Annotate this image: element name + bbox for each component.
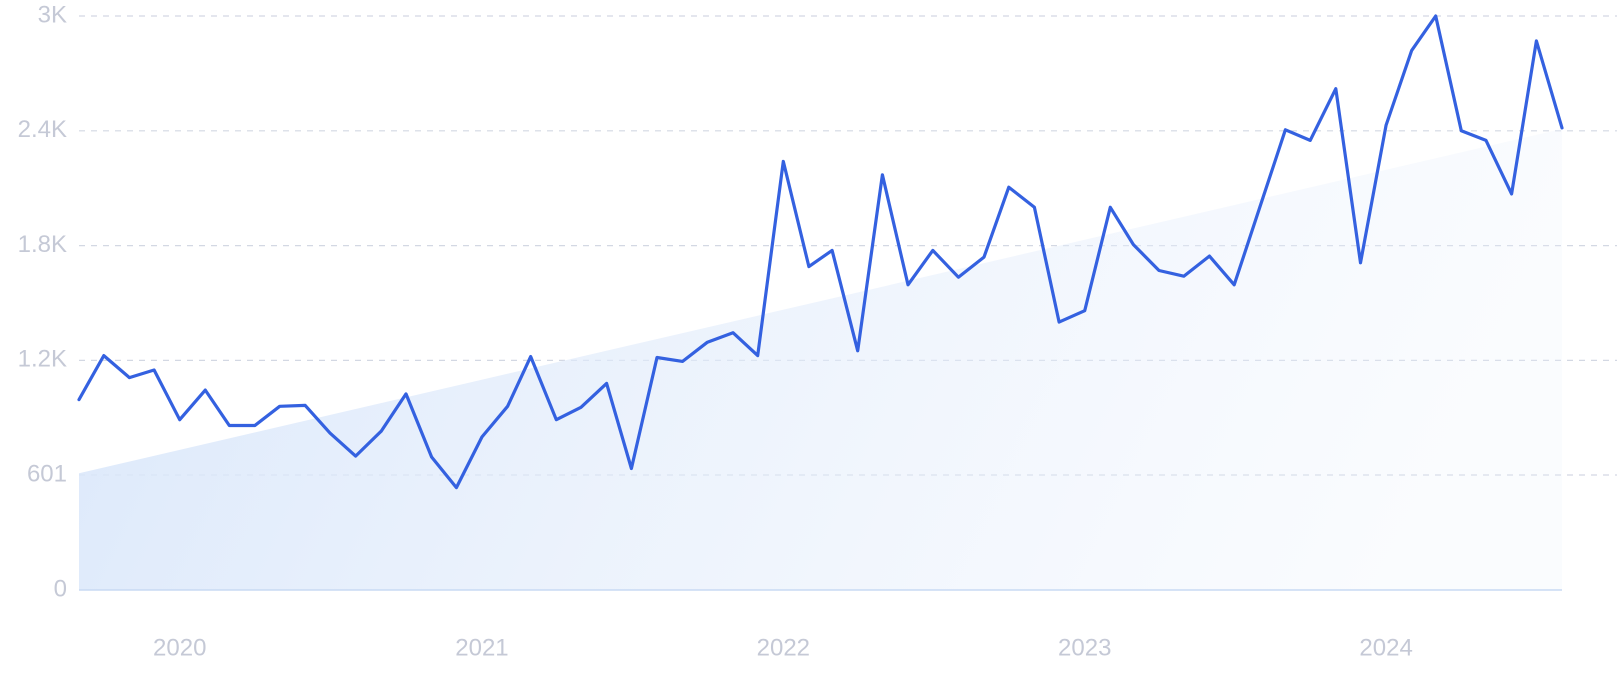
data-points	[77, 14, 1564, 489]
series-layer	[77, 14, 1564, 490]
data-point	[328, 431, 332, 435]
data-point	[404, 392, 408, 396]
data-point	[152, 368, 156, 372]
data-point	[102, 354, 105, 357]
data-point	[1182, 275, 1186, 278]
data-point	[1284, 128, 1287, 132]
data-point	[1057, 320, 1061, 324]
data-point	[881, 173, 884, 177]
data-point	[1033, 206, 1036, 209]
data-point	[731, 331, 735, 334]
data-point	[1007, 186, 1010, 189]
data-point	[1484, 139, 1488, 142]
data-point	[906, 283, 910, 287]
data-point	[856, 349, 859, 353]
data-point	[957, 275, 960, 279]
data-point	[1410, 49, 1413, 52]
data-point	[1132, 243, 1135, 246]
trend-area-fill	[79, 128, 1562, 591]
data-point	[506, 405, 509, 408]
data-point	[178, 418, 181, 421]
y-tick-label: 2.4K	[18, 116, 67, 143]
data-point	[354, 454, 357, 458]
y-tick-label: 3K	[38, 1, 67, 28]
data-point	[204, 388, 207, 392]
data-point	[1157, 269, 1161, 272]
data-point	[1208, 254, 1211, 258]
data-point	[1359, 261, 1362, 265]
data-point	[1460, 129, 1463, 132]
data-point	[756, 354, 759, 357]
data-point	[1109, 206, 1112, 209]
data-point	[1434, 14, 1437, 18]
data-point	[605, 382, 608, 385]
x-tick-label: 2023	[1058, 634, 1111, 661]
data-point	[630, 467, 633, 470]
data-point	[304, 404, 307, 407]
data-point	[1258, 206, 1261, 209]
data-point	[253, 424, 257, 427]
data-point	[1384, 123, 1388, 127]
x-tick-label: 2024	[1359, 634, 1412, 661]
data-point	[77, 398, 81, 401]
data-point	[655, 356, 659, 359]
data-point	[706, 341, 709, 344]
series-line	[77, 14, 1564, 490]
data-point	[480, 435, 484, 439]
data-point	[579, 406, 583, 409]
data-point	[807, 265, 811, 268]
data-point	[1308, 139, 1312, 142]
y-tick-label: 1.8K	[18, 231, 67, 258]
data-point	[830, 249, 834, 252]
x-tick-label: 2020	[153, 634, 206, 661]
data-point	[529, 355, 532, 358]
axes: 0 601 1.2K 1.8K 2.4K 3K 2020 2021 2022 2023 2024	[18, 1, 1562, 661]
data-point	[681, 360, 684, 363]
data-point	[1560, 126, 1564, 130]
data-point	[1232, 283, 1236, 287]
data-point	[782, 160, 785, 163]
x-tick-label: 2022	[757, 634, 810, 661]
data-point	[1535, 39, 1538, 43]
data-point	[455, 486, 458, 489]
trend-area	[79, 128, 1562, 591]
x-tick-label: 2021	[455, 634, 508, 661]
data-point	[982, 255, 986, 259]
y-tick-label: 1.2K	[18, 346, 67, 373]
data-point	[1334, 87, 1337, 90]
data-point	[931, 249, 934, 252]
data-point	[380, 429, 383, 433]
data-point	[555, 418, 558, 421]
y-tick-label: 0	[54, 575, 67, 602]
data-point	[228, 424, 231, 427]
data-point	[128, 376, 131, 379]
data-point	[278, 405, 281, 408]
data-point	[1510, 192, 1513, 196]
data-point	[430, 455, 433, 459]
data-point	[1083, 309, 1086, 312]
y-tick-label: 601	[27, 460, 67, 487]
